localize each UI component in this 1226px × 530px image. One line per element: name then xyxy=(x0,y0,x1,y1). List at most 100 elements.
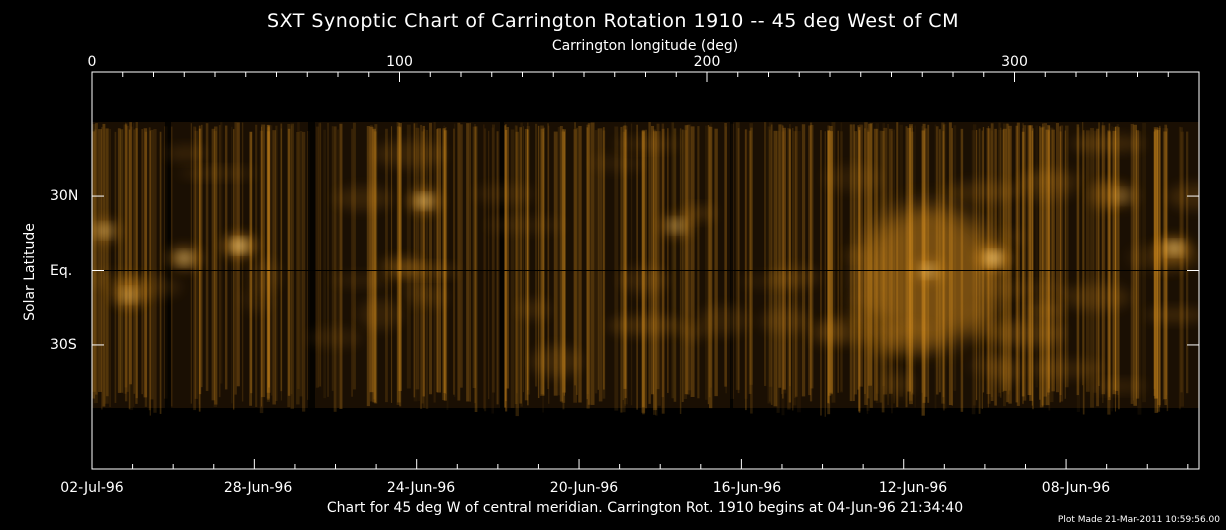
scan-streak xyxy=(827,130,831,415)
diffuse-emission xyxy=(1070,135,1145,152)
scan-streak xyxy=(650,125,655,395)
scan-streak xyxy=(1081,122,1084,386)
diffuse-emission xyxy=(357,299,403,330)
bottom-tick-label: 02-Jul-96 xyxy=(60,480,124,496)
scan-streak xyxy=(135,128,138,404)
scan-streak xyxy=(98,129,102,392)
scan-streak xyxy=(1021,131,1025,397)
scan-streak xyxy=(1050,127,1054,403)
scan-streak xyxy=(820,130,822,416)
diffuse-emission xyxy=(590,155,646,172)
scan-streak xyxy=(218,125,221,398)
y-tick-label: 30S xyxy=(50,336,77,353)
scan-streak xyxy=(193,126,197,411)
top-tick-label: 100 xyxy=(386,54,413,70)
diffuse-emission xyxy=(606,316,685,336)
scan-streak xyxy=(150,129,154,400)
active-region xyxy=(1168,243,1181,254)
scan-streak xyxy=(574,122,576,386)
scan-streak xyxy=(602,130,606,399)
active-region xyxy=(122,290,135,301)
scan-streak xyxy=(469,122,471,402)
top-axis-label: Carrington longitude (deg) xyxy=(551,38,739,54)
scan-streak xyxy=(681,129,684,402)
scan-streak xyxy=(443,128,446,394)
scan-streak xyxy=(1113,127,1117,391)
scan-streak xyxy=(339,123,343,410)
scan-streak xyxy=(290,125,293,395)
scan-streak xyxy=(780,124,783,395)
scan-streak xyxy=(224,125,228,390)
scan-streak xyxy=(788,129,792,403)
scan-streak xyxy=(768,122,773,387)
scan-streak xyxy=(667,128,669,393)
scan-streak xyxy=(1118,127,1120,410)
scan-streak xyxy=(437,128,442,393)
scan-streak xyxy=(1102,122,1104,403)
scan-streak xyxy=(840,131,843,393)
scan-streak xyxy=(1137,131,1142,415)
scan-streak xyxy=(745,129,747,411)
scan-streak xyxy=(144,131,148,407)
scan-streak xyxy=(526,122,529,391)
diffuse-emission xyxy=(247,258,281,293)
scan-streak xyxy=(1023,125,1027,401)
scan-streak xyxy=(737,128,740,394)
scan-streak xyxy=(460,124,463,388)
scan-streak xyxy=(849,124,853,402)
y-tick-label: Eq. xyxy=(50,262,73,279)
scan-streak xyxy=(763,122,767,386)
scan-streak xyxy=(337,129,339,408)
scan-streak xyxy=(697,126,700,399)
scan-streak xyxy=(624,129,627,399)
diffuse-emission xyxy=(995,230,1028,245)
diffuse-emission xyxy=(334,186,393,211)
scan-streak xyxy=(234,122,237,395)
scan-streak xyxy=(453,128,455,395)
scan-streak xyxy=(1098,122,1100,386)
top-tick-label: 200 xyxy=(693,54,721,70)
scan-streak xyxy=(795,126,798,397)
scan-streak xyxy=(1039,126,1041,400)
scan-streak xyxy=(453,123,456,397)
diffuse-emission xyxy=(403,277,429,307)
scan-streak xyxy=(1065,125,1069,388)
scan-streak xyxy=(597,128,599,390)
scan-streak xyxy=(1114,126,1119,391)
scan-streak xyxy=(522,126,524,393)
scan-streak xyxy=(1045,129,1050,406)
data-gap xyxy=(165,122,171,408)
scan-streak xyxy=(1076,127,1080,412)
scan-streak xyxy=(102,123,106,407)
scan-streak xyxy=(302,131,306,412)
scan-streak xyxy=(602,127,605,390)
data-gap xyxy=(308,122,315,408)
scan-streak xyxy=(1198,126,1199,399)
diffuse-emission xyxy=(740,274,801,288)
scan-streak xyxy=(129,122,132,385)
scan-streak xyxy=(620,126,623,413)
scan-streak xyxy=(299,130,303,397)
scan-streak xyxy=(514,125,518,405)
scan-streak xyxy=(297,122,300,389)
scan-streak xyxy=(1096,128,1100,407)
scan-streak xyxy=(561,131,566,403)
diffuse-emission xyxy=(681,206,716,221)
scan-streak xyxy=(770,124,773,405)
scan-streak xyxy=(778,124,782,388)
scan-streak xyxy=(496,131,499,405)
scan-streak xyxy=(714,128,718,397)
scan-streak xyxy=(781,125,784,399)
scan-streak xyxy=(415,127,420,390)
scan-streak xyxy=(231,126,233,404)
active-region xyxy=(418,196,431,207)
diffuse-emission xyxy=(485,218,566,233)
scan-streak xyxy=(250,131,253,394)
scan-streak xyxy=(422,125,425,397)
diffuse-emission xyxy=(517,299,551,320)
scan-streak xyxy=(1039,127,1044,408)
scan-streak xyxy=(1028,125,1033,396)
scan-streak xyxy=(534,123,538,387)
scan-streak xyxy=(793,131,797,398)
